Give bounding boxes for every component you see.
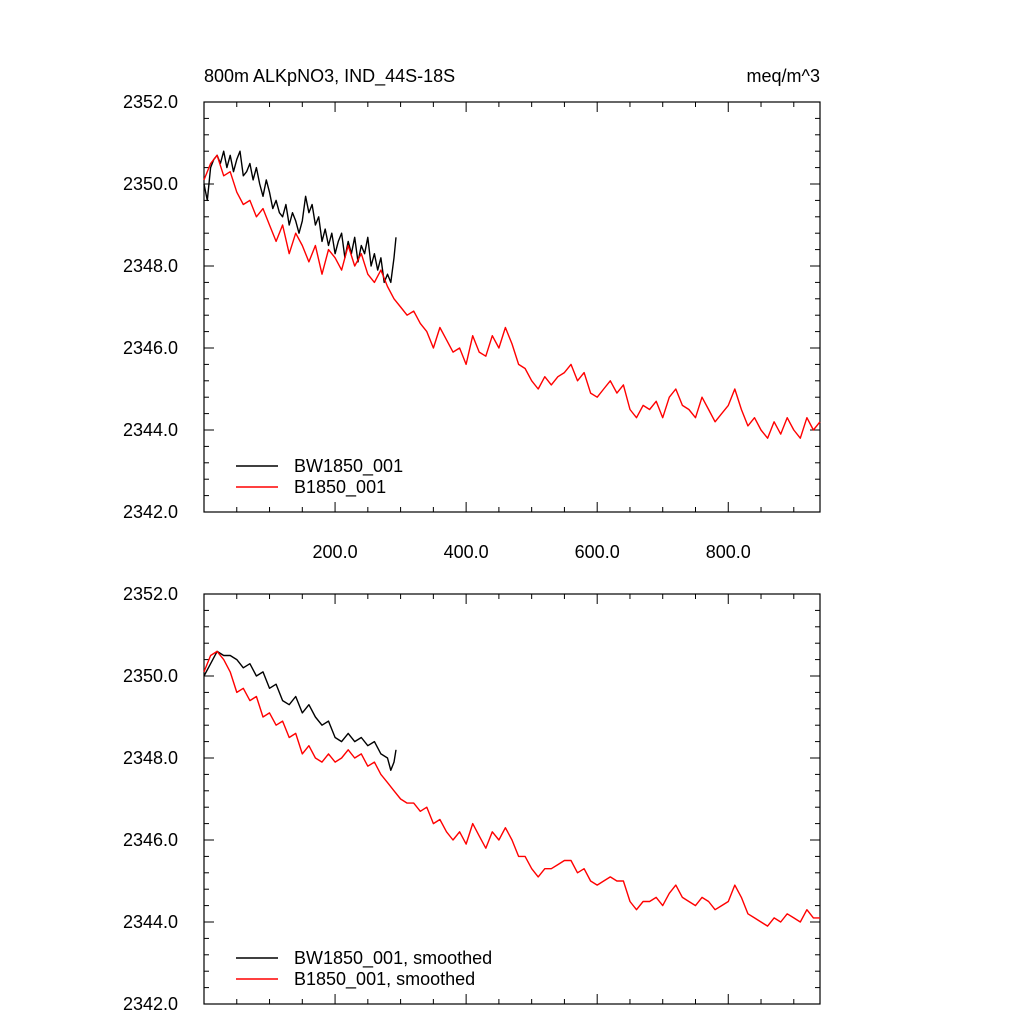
y-tick-label: 2352.0 (123, 92, 178, 112)
chart-title: 800m ALKpNO3, IND_44S-18S (204, 66, 455, 87)
units-label: meq/m^3 (747, 66, 820, 86)
x-tick-label: 600.0 (575, 542, 620, 562)
legend-label: BW1850_001, smoothed (294, 948, 492, 969)
y-tick-label: 2342.0 (123, 502, 178, 522)
y-tick-label: 2350.0 (123, 666, 178, 686)
y-tick-label: 2346.0 (123, 338, 178, 358)
top-ticks (204, 101, 820, 513)
series-line (203, 650, 820, 927)
x-tick-label: 200.0 (313, 542, 358, 562)
y-tick-label: 2352.0 (123, 584, 178, 604)
bottom-series-lines (203, 650, 820, 927)
y-tick-label: 2348.0 (123, 256, 178, 276)
bottom-plot-frame (203, 593, 821, 1005)
top-plot-frame (203, 101, 821, 513)
bottom-y-tick-labels: 2342.0 2344.0 2346.0 2348.0 2350.0 2352.0 (123, 584, 178, 1014)
y-tick-label: 2348.0 (123, 748, 178, 768)
series-line (203, 650, 397, 771)
y-tick-label: 2342.0 (123, 994, 178, 1014)
bottom-panel: 2342.0 2344.0 2346.0 2348.0 2350.0 2352.0 BW1… (123, 584, 821, 1014)
series-line (203, 154, 821, 439)
legend-label: B1850_001 (294, 477, 386, 498)
top-series-lines (203, 150, 821, 439)
top-y-tick-labels: 2342.0 2344.0 2346.0 2348.0 2350.0 2352.0 (123, 92, 178, 522)
series-line (203, 150, 397, 284)
top-x-tick-labels: 200.0 400.0 600.0 800.0 (313, 542, 751, 562)
top-panel: 2342.0 2344.0 2346.0 2348.0 2350.0 2352.0 200… (123, 92, 821, 562)
y-tick-label: 2346.0 (123, 830, 178, 850)
x-tick-label: 400.0 (444, 542, 489, 562)
y-tick-label: 2344.0 (123, 420, 178, 440)
x-tick-label: 800.0 (706, 542, 751, 562)
y-tick-label: 2350.0 (123, 174, 178, 194)
legend-label: BW1850_001 (294, 456, 403, 477)
legend-label: B1850_001, smoothed (294, 969, 475, 990)
y-tick-label: 2344.0 (123, 912, 178, 932)
bottom-ticks (204, 593, 820, 1005)
